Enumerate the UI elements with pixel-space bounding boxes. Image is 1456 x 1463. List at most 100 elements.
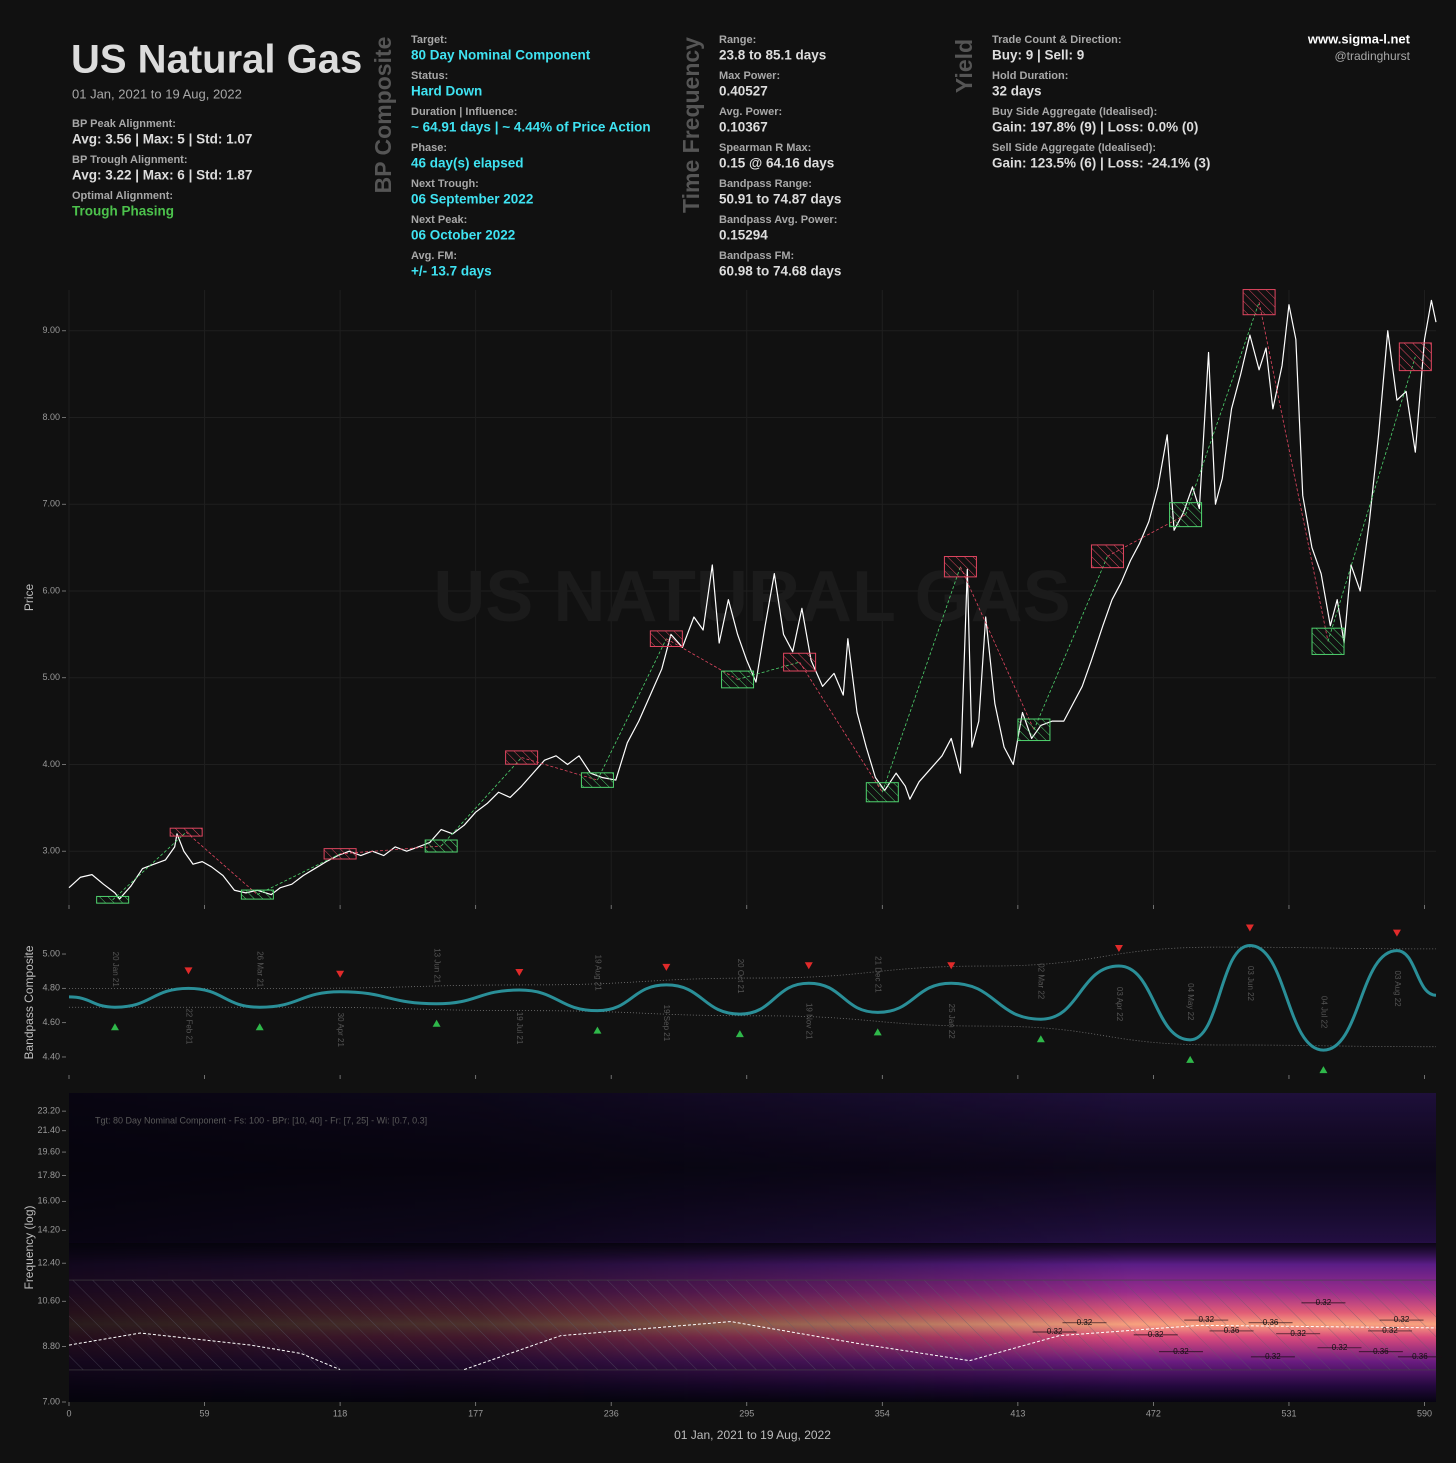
trade-link [1033, 556, 1108, 730]
trade-box [1169, 502, 1203, 528]
trade-box [1311, 627, 1345, 655]
info-label: Bandpass FM: [719, 250, 794, 262]
trough-marker [1186, 1055, 1195, 1063]
y-tick-label: 3.00 [42, 846, 60, 856]
contour-label: 0.32 [1077, 1318, 1093, 1327]
contour-label: 0.36 [1412, 1352, 1428, 1361]
info-value: 0.15294 [719, 228, 768, 243]
y-tick-label: 10.60 [37, 1296, 60, 1306]
x-tick-label: 472 [1146, 1408, 1161, 1418]
y-tick-label: 7.00 [42, 499, 60, 509]
contour-label: 0.32 [1290, 1329, 1306, 1338]
peak-marker [1392, 929, 1401, 937]
info-label: Avg. FM: [411, 250, 457, 262]
cycle-date-label: 03 Jun 22 [1246, 966, 1255, 1002]
x-tick-label: 0 [66, 1408, 71, 1418]
contour-label: 0.36 [1263, 1318, 1279, 1327]
trade-link [597, 638, 667, 781]
info-value: 60.98 to 74.68 days [719, 264, 841, 279]
cycle-date-label: 13 Jun 21 [432, 948, 441, 984]
info-label: Target: [411, 34, 447, 46]
info-label: Next Peak: [411, 214, 467, 226]
trade-link [666, 638, 738, 680]
info-value: Buy: 9 | Sell: 9 [992, 48, 1084, 63]
cycle-date-label: 20 Oct 21 [736, 959, 745, 994]
y-axis-label: Bandpass Composite [22, 945, 36, 1059]
contour-label: 0.32 [1198, 1315, 1214, 1324]
x-tick-label: 295 [739, 1408, 754, 1418]
trough-marker [432, 1019, 441, 1027]
cycle-date-label: 03 Apr 22 [1115, 987, 1124, 1022]
trade-box [721, 670, 755, 689]
trade-box [649, 630, 683, 648]
x-tick-label: 118 [333, 1408, 347, 1418]
summary-label: Optimal Alignment: [72, 190, 173, 202]
info-value: 0.10367 [719, 120, 768, 135]
sell-trade [783, 652, 817, 672]
peak-marker [1245, 924, 1254, 932]
info-label: Avg. Power: [719, 106, 782, 118]
trough-marker [1036, 1035, 1045, 1043]
buy-trade [1311, 627, 1345, 655]
contour-label: 0.32 [1148, 1330, 1164, 1339]
trade-link [112, 831, 187, 901]
peak-marker [804, 962, 813, 970]
contour-label: 0.32 [1316, 1298, 1332, 1307]
column-heading: BP Composite [370, 37, 396, 194]
column-heading: Time Frequency [678, 37, 704, 213]
site: www.sigma-l.net [1307, 31, 1411, 46]
series-line [68, 1321, 1437, 1371]
info-value: ~ 64.91 days | ~ 4.44% of Price Action [411, 120, 651, 135]
y-tick-label: 7.00 [42, 1396, 60, 1406]
trade-box [1017, 718, 1051, 742]
buy-trade [240, 889, 274, 900]
sell-trade [1398, 342, 1432, 372]
y-tick-label: 16.00 [37, 1196, 60, 1206]
trade-box [240, 889, 274, 900]
trough-marker [735, 1030, 744, 1038]
cycle-date-label: 22 Feb 21 [184, 1008, 193, 1045]
info-label: Status: [411, 70, 448, 82]
trough-marker [110, 1023, 119, 1031]
y-tick-label: 5.00 [42, 948, 60, 958]
contour-label: 0.32 [1332, 1343, 1348, 1352]
info-value: Gain: 197.8% (9) | Loss: 0.0% (0) [992, 120, 1198, 135]
x-tick-label: 59 [200, 1408, 210, 1418]
title: US Natural Gas [71, 38, 362, 82]
y-tick-label: 9.00 [42, 325, 60, 335]
trough-marker [1319, 1066, 1328, 1074]
trade-box [505, 750, 539, 765]
trade-link [1185, 302, 1260, 515]
cycle-date-label: 03 Aug 22 [1393, 971, 1402, 1008]
peak-marker [336, 970, 345, 978]
summary-value: Trough Phasing [72, 204, 174, 219]
cycle-date-label: 19 Jul 21 [515, 1012, 524, 1045]
peak-marker [662, 963, 671, 971]
trade-link [1258, 302, 1329, 642]
sell-trade [169, 827, 203, 837]
sell-trade [505, 750, 539, 765]
trade-link [340, 845, 442, 855]
x-tick-label: 413 [1010, 1408, 1025, 1418]
y-tick-label: 23.20 [37, 1106, 60, 1116]
x-tick-label: 590 [1417, 1408, 1432, 1418]
handle: @tradinghurst [1334, 49, 1410, 63]
info-value: 0.40527 [719, 84, 768, 99]
sell-trade [323, 848, 357, 860]
trough-marker [593, 1026, 602, 1034]
x-tick-label: 177 [468, 1408, 483, 1418]
x-axis-label: 01 Jan, 2021 to 19 Aug, 2022 [674, 1428, 831, 1442]
y-axis-label: Frequency (log) [22, 1205, 36, 1289]
x-tick-label: 531 [1281, 1408, 1296, 1418]
trade-link [799, 661, 883, 793]
y-tick-label: 17.80 [37, 1170, 60, 1180]
contour-label: 0.32 [1382, 1326, 1398, 1335]
buy-trade [865, 782, 899, 803]
contour-label: 0.36 [1224, 1326, 1240, 1335]
info-value: +/- 13.7 days [411, 264, 492, 279]
contour-label: 0.36 [1373, 1347, 1389, 1356]
sell-trade [943, 556, 977, 578]
trade-box [580, 772, 614, 788]
y-tick-label: 8.00 [42, 412, 60, 422]
